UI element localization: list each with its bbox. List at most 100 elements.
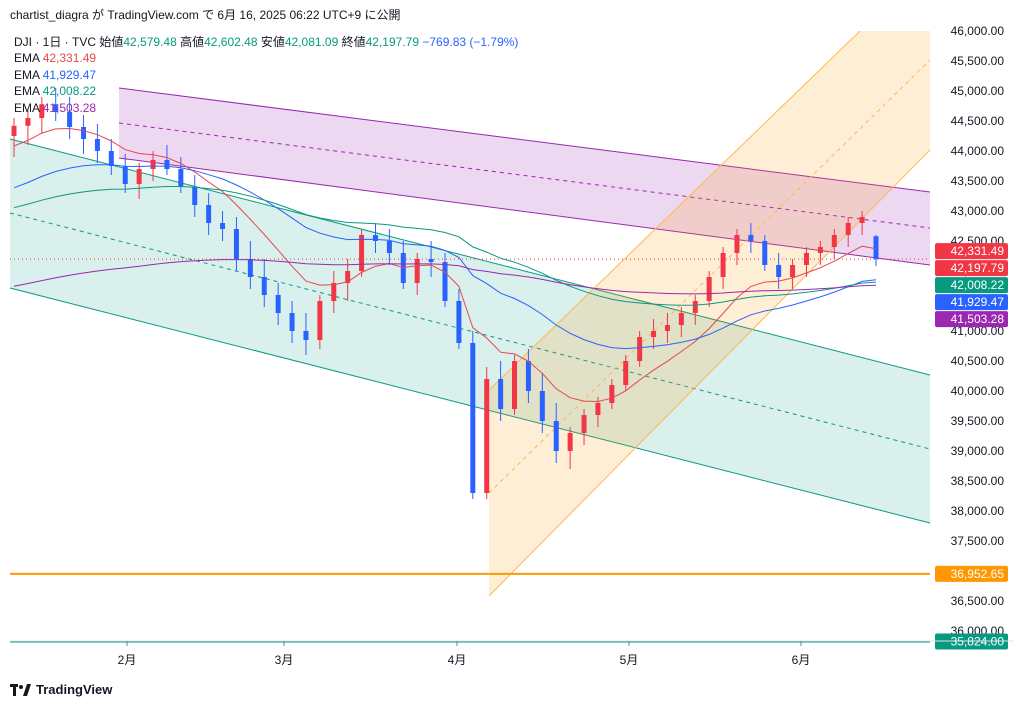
tradingview-logo-icon xyxy=(10,683,31,696)
price-tick-label: 40,500.00 xyxy=(951,354,1005,368)
ema-row-2[interactable]: EMA 41,929.47 xyxy=(14,67,97,82)
price-tick-label: 46,000.00 xyxy=(951,24,1005,38)
orange-channel-upper xyxy=(488,30,861,391)
candle xyxy=(261,277,267,295)
close-label: 終値 xyxy=(341,35,366,49)
price-tag-label: 35,824.00 xyxy=(951,635,1005,649)
price-tick-label: 43,000.00 xyxy=(951,204,1005,218)
candle xyxy=(164,160,170,169)
price-tag-label: 41,503.28 xyxy=(951,312,1005,326)
candle xyxy=(748,235,754,241)
candle xyxy=(498,379,504,409)
orange-channel-mid xyxy=(488,59,931,494)
price-tick-label: 38,500.00 xyxy=(951,474,1005,488)
price-tag-label: 36,952.65 xyxy=(951,567,1005,581)
candle xyxy=(651,331,657,337)
time-tick-label: 3月 xyxy=(275,653,294,667)
candle xyxy=(539,391,545,421)
ema-line-teal xyxy=(13,186,877,306)
candle xyxy=(623,361,629,385)
price-tag-label: 42,197.79 xyxy=(951,261,1005,275)
orange-channel xyxy=(489,31,930,596)
price-tag xyxy=(935,260,1008,277)
purple-channel-lower xyxy=(118,157,931,266)
candle xyxy=(595,403,601,415)
price-tag-label: 41,929.47 xyxy=(951,295,1005,309)
ema-row-3[interactable]: EMA 42,008.22 xyxy=(14,84,97,99)
price-tick-label: 39,000.00 xyxy=(951,444,1005,458)
price-tag xyxy=(935,294,1008,311)
high-label: 高値 xyxy=(180,35,205,49)
candle xyxy=(345,271,351,283)
candle xyxy=(706,277,712,301)
high-value: 42,602.48 xyxy=(204,35,258,49)
chart-legend: DJI · 1日 · TVC 始値42,579.48 高値42,602.48 安… xyxy=(14,34,518,116)
candle xyxy=(192,187,198,205)
price-tick-label: 37,500.00 xyxy=(951,534,1005,548)
candle xyxy=(11,125,17,136)
candle xyxy=(331,283,337,301)
price-tick-label: 45,000.00 xyxy=(951,84,1005,98)
low-value: 42,081.09 xyxy=(284,35,339,49)
candle xyxy=(678,313,684,325)
price-tag-label: 42,331.49 xyxy=(951,244,1005,258)
teal-channel-upper xyxy=(9,138,931,376)
price-tick-label: 45,500.00 xyxy=(951,54,1005,68)
candle xyxy=(150,160,156,169)
candle xyxy=(317,301,323,340)
time-tick-label: 4月 xyxy=(448,653,467,667)
candle xyxy=(790,265,796,277)
ema-row-1[interactable]: EMA 42,331.49 xyxy=(14,51,97,66)
change-value: −769.83 (−1.79%) xyxy=(422,35,519,49)
price-tag xyxy=(935,277,1008,294)
candle xyxy=(386,241,392,253)
candle xyxy=(428,259,434,262)
price-tick-label: 40,000.00 xyxy=(951,384,1005,398)
low-label: 安値 xyxy=(260,35,285,49)
price-tick-label: 39,500.00 xyxy=(951,414,1005,428)
candle xyxy=(762,241,768,265)
open-value: 42,579.48 xyxy=(123,35,177,49)
publish-info: chartist_diagra が TradingView.com で 6月 1… xyxy=(10,8,401,22)
candle xyxy=(359,235,365,271)
ema-value: 41,503.28 xyxy=(42,100,97,115)
ema-line-red xyxy=(13,127,877,403)
candle xyxy=(178,169,184,187)
ema-value: 42,331.49 xyxy=(42,51,97,66)
candle xyxy=(247,259,253,277)
purple-channel-upper xyxy=(118,87,931,193)
candle xyxy=(122,166,128,184)
ema-line-blue xyxy=(13,164,877,350)
candle xyxy=(803,253,809,265)
candle xyxy=(233,229,239,259)
price-tag xyxy=(935,243,1008,260)
purple-channel xyxy=(119,88,930,265)
tradingview-brand: TradingView xyxy=(10,682,112,697)
candle xyxy=(859,217,865,223)
candle xyxy=(637,337,643,361)
candle xyxy=(206,205,212,223)
candle xyxy=(53,104,59,112)
candle xyxy=(525,361,531,391)
price-tag-label: 42,008.22 xyxy=(951,278,1005,292)
candle xyxy=(303,331,309,340)
candle xyxy=(442,262,448,301)
price-tick-label: 41,000.00 xyxy=(951,324,1005,338)
candle xyxy=(567,433,573,451)
candle xyxy=(94,139,100,151)
time-tick-label: 6月 xyxy=(792,653,811,667)
candle xyxy=(484,379,490,493)
candle xyxy=(553,421,559,451)
candle xyxy=(512,361,518,409)
candle xyxy=(372,235,378,241)
teal-channel-mid xyxy=(9,212,931,450)
candle xyxy=(581,415,587,433)
ema-value: 42,008.22 xyxy=(42,84,97,99)
orange-channel-lower xyxy=(488,149,931,597)
candle xyxy=(609,385,615,403)
candle xyxy=(39,104,45,118)
ema-row-4[interactable]: EMA 41,503.28 xyxy=(14,100,97,115)
ema-line-purple xyxy=(13,259,877,295)
teal-channel-lower xyxy=(9,287,931,524)
